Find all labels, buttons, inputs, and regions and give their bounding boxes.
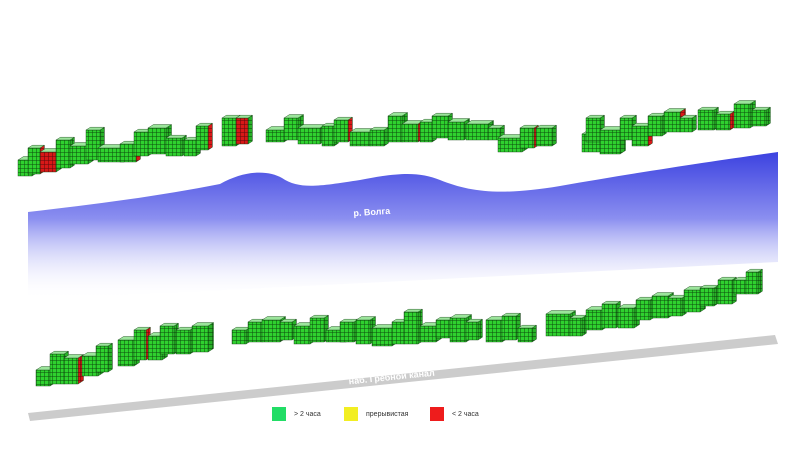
legend-item-less-2h: < 2 часа	[430, 406, 479, 422]
building-block	[697, 106, 720, 131]
legend-swatch-green	[272, 407, 286, 421]
building-block	[745, 268, 764, 295]
building-block	[165, 134, 188, 157]
building-block	[63, 354, 85, 385]
building-block	[231, 326, 252, 345]
legend-swatch-red	[430, 407, 444, 421]
buildings-south-bank	[35, 268, 764, 387]
building-block	[751, 106, 772, 127]
legend-label: прерывистая	[366, 410, 409, 418]
building-block	[717, 276, 738, 305]
building-block	[667, 294, 688, 317]
building-block	[403, 308, 424, 345]
building-block	[519, 124, 540, 149]
legend-item-more-2h: > 2 часа	[272, 406, 321, 422]
building-block	[465, 318, 484, 341]
building-block	[699, 284, 720, 307]
building-block	[635, 296, 656, 321]
building-block	[175, 326, 196, 355]
building-block	[95, 342, 114, 373]
building-block	[501, 312, 522, 341]
embankment-road	[28, 335, 778, 421]
legend: > 2 часа прерывистая < 2 часа	[272, 406, 532, 422]
building-block	[619, 114, 638, 141]
building-block	[601, 300, 622, 329]
building-block	[159, 322, 180, 355]
legend-label: < 2 часа	[452, 410, 479, 418]
building-block	[517, 324, 538, 343]
building-block	[679, 114, 698, 133]
legend-swatch-yellow	[344, 407, 358, 421]
buildings-north-bank	[17, 100, 772, 177]
river-label: р. Волга	[353, 206, 391, 219]
legend-label: > 2 часа	[294, 410, 321, 418]
building-block	[339, 318, 360, 343]
building-block	[191, 322, 215, 353]
building-block	[369, 126, 390, 147]
river	[28, 152, 778, 300]
building-block	[333, 116, 354, 143]
building-block	[715, 110, 736, 131]
building-block	[195, 122, 214, 151]
building-block	[235, 114, 254, 145]
building-block	[535, 124, 558, 147]
building-block	[733, 100, 757, 129]
building-block	[297, 124, 327, 145]
building-block	[647, 112, 668, 137]
legend-item-intermittent: прерывистая	[344, 406, 408, 422]
building-block	[309, 314, 330, 343]
building-block	[569, 314, 588, 337]
